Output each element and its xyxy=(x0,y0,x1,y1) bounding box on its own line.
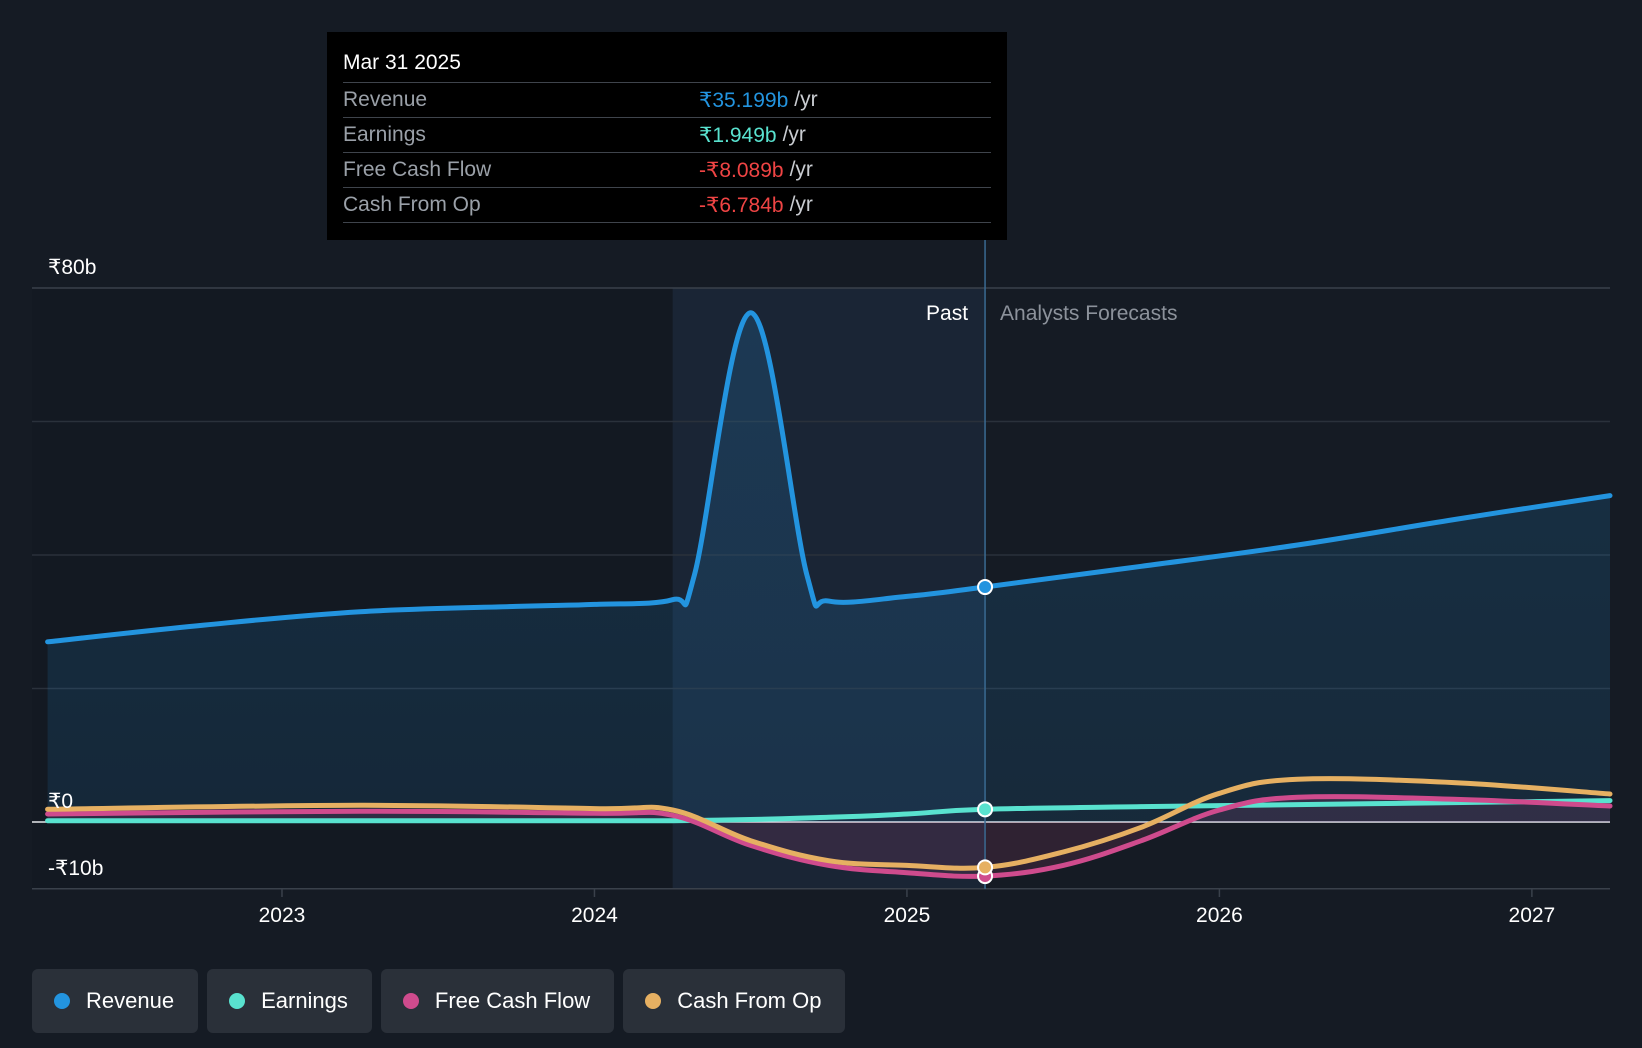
legend-dot-icon xyxy=(54,993,70,1009)
legend-free-cash-flow[interactable]: Free Cash Flow xyxy=(380,969,615,1033)
legend-dot-icon xyxy=(402,993,419,1009)
tooltip-date: Mar 31 2025 xyxy=(343,51,461,74)
earnings-line xyxy=(45,798,1613,824)
y-tick-label: ₹80b xyxy=(48,256,96,279)
legend-label: Cash From Op xyxy=(677,988,822,1013)
earnings-marker-dot xyxy=(977,801,994,818)
legend-label: Revenue xyxy=(86,988,175,1013)
legend-label: Earnings xyxy=(261,988,348,1013)
x-tick-label: 2026 xyxy=(1196,904,1243,927)
tooltip-row-cfo: Cash From Op -₹6.784b /yr xyxy=(343,187,991,223)
tooltip-label: Revenue xyxy=(343,88,428,111)
tooltip-unit: /yr xyxy=(782,123,806,146)
x-tick-label: 2023 xyxy=(259,904,306,927)
tooltip-unit: /yr xyxy=(789,158,813,181)
past-label: Past xyxy=(926,302,968,325)
tooltip-label: Free Cash Flow xyxy=(343,158,492,181)
x-tick-label: 2025 xyxy=(884,904,931,927)
forecast-label: Analysts Forecasts xyxy=(1000,302,1177,325)
tooltip-row-revenue: Revenue ₹35.199b /yr xyxy=(343,82,991,117)
x-tick-label: 2027 xyxy=(1509,904,1556,927)
tooltip-value: ₹1.949b xyxy=(699,123,777,147)
legend-revenue[interactable]: Revenue xyxy=(32,969,199,1033)
legend-cash-from-op[interactable]: Cash From Op xyxy=(623,969,846,1033)
tooltip-row-earnings: Earnings ₹1.949b /yr xyxy=(343,117,991,152)
cfo-marker-dot xyxy=(977,859,994,876)
legend: Revenue Earnings Free Cash Flow Cash Fro… xyxy=(32,969,846,1033)
tooltip-value: ₹35.199b xyxy=(699,88,789,112)
tooltip: Mar 31 2025 Revenue ₹35.199b /yr Earning… xyxy=(327,32,1007,240)
revenue-area xyxy=(47,312,1611,822)
legend-dot-icon xyxy=(645,993,662,1009)
fcf-line xyxy=(45,794,1613,879)
tooltip-value: -₹6.784b xyxy=(699,193,784,217)
tooltip-label: Cash From Op xyxy=(343,193,481,216)
tooltip-unit: /yr xyxy=(794,88,818,111)
fcf-area xyxy=(47,796,1611,877)
tooltip-row-fcf: Free Cash Flow -₹8.089b /yr xyxy=(343,152,991,187)
tooltip-label: Earnings xyxy=(343,123,426,146)
legend-earnings[interactable]: Earnings xyxy=(207,969,372,1033)
tooltip-unit: /yr xyxy=(789,193,813,216)
cfo-line xyxy=(45,776,1613,871)
tooltip-value: -₹8.089b xyxy=(699,158,784,182)
revenue-marker-dot xyxy=(977,579,994,596)
y-tick-label: -₹10b xyxy=(48,857,103,880)
y-tick-label: ₹0 xyxy=(48,790,73,813)
x-tick-label: 2024 xyxy=(571,904,618,927)
revenue-line xyxy=(45,310,1613,645)
legend-dot-icon xyxy=(229,993,246,1009)
legend-label: Free Cash Flow xyxy=(434,988,591,1013)
